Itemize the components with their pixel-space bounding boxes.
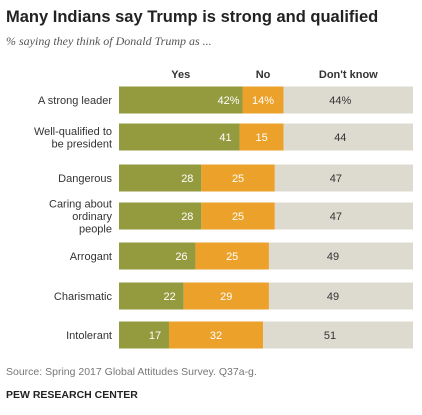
bar-dont-know xyxy=(274,202,413,230)
chart-subtitle: % saying they think of Donald Trump as .… xyxy=(6,34,212,48)
chart-title: Many Indians say Trump is strong and qua… xyxy=(6,8,379,26)
bar-dont-know xyxy=(283,86,413,114)
row-label: Caring about ordinary people xyxy=(49,199,112,236)
data-label-no: 29 xyxy=(220,291,232,303)
data-label-yes: 28 xyxy=(181,173,193,185)
data-label-dont-know: 49 xyxy=(327,251,339,263)
organization-credit: PEW RESEARCH CENTER xyxy=(6,389,138,401)
bar-yes xyxy=(119,282,184,310)
bar-yes xyxy=(119,164,202,192)
legend-no: No xyxy=(256,69,271,81)
row-label: Arrogant xyxy=(70,251,112,263)
data-label-yes: 17 xyxy=(149,330,161,342)
bar-yes xyxy=(119,86,243,114)
row-label: Charismatic xyxy=(54,291,113,303)
data-label-no: 25 xyxy=(232,211,244,223)
bar-dont-know xyxy=(274,164,413,192)
data-label-no: 25 xyxy=(232,173,244,185)
bar-dont-know xyxy=(283,123,413,151)
bar-dont-know xyxy=(263,321,413,349)
legend-yes: Yes xyxy=(171,69,190,81)
bar-no xyxy=(183,282,269,310)
data-label-dont-know: 51 xyxy=(324,330,336,342)
data-label-dont-know: 47 xyxy=(330,173,342,185)
data-label-no: 14% xyxy=(252,95,274,107)
data-label-no: 25 xyxy=(226,251,238,263)
bar-yes xyxy=(119,242,196,270)
bar-no xyxy=(201,202,275,230)
bar-no xyxy=(242,86,284,114)
bar-no xyxy=(195,242,269,270)
source-note: Source: Spring 2017 Global Attitudes Sur… xyxy=(6,366,257,378)
bar-no xyxy=(239,123,284,151)
data-label-yes: 26 xyxy=(175,251,187,263)
bar-dont-know xyxy=(268,282,413,310)
bar-dont-know xyxy=(268,242,413,270)
bar-yes xyxy=(119,321,169,349)
data-label-yes: 41 xyxy=(219,132,231,144)
bar-no xyxy=(201,164,275,192)
data-label-dont-know: 49 xyxy=(327,291,339,303)
data-label-dont-know: 44 xyxy=(334,132,346,144)
row-label: Dangerous xyxy=(58,173,112,185)
row-label: Intolerant xyxy=(66,330,112,342)
row-label: Well-qualified to be president xyxy=(34,126,112,151)
bar-yes xyxy=(119,202,202,230)
data-label-dont-know: 44% xyxy=(329,95,351,107)
legend-dont-know: Don't know xyxy=(319,69,378,81)
data-label-yes: 28 xyxy=(181,211,193,223)
data-label-no: 32 xyxy=(210,330,222,342)
bar-no xyxy=(168,321,264,349)
data-label-yes: 22 xyxy=(164,291,176,303)
bar-yes xyxy=(119,123,240,151)
data-label-yes: 42% xyxy=(217,95,239,107)
row-label: A strong leader xyxy=(38,95,112,107)
data-label-no: 15 xyxy=(255,132,267,144)
data-label-dont-know: 47 xyxy=(330,211,342,223)
